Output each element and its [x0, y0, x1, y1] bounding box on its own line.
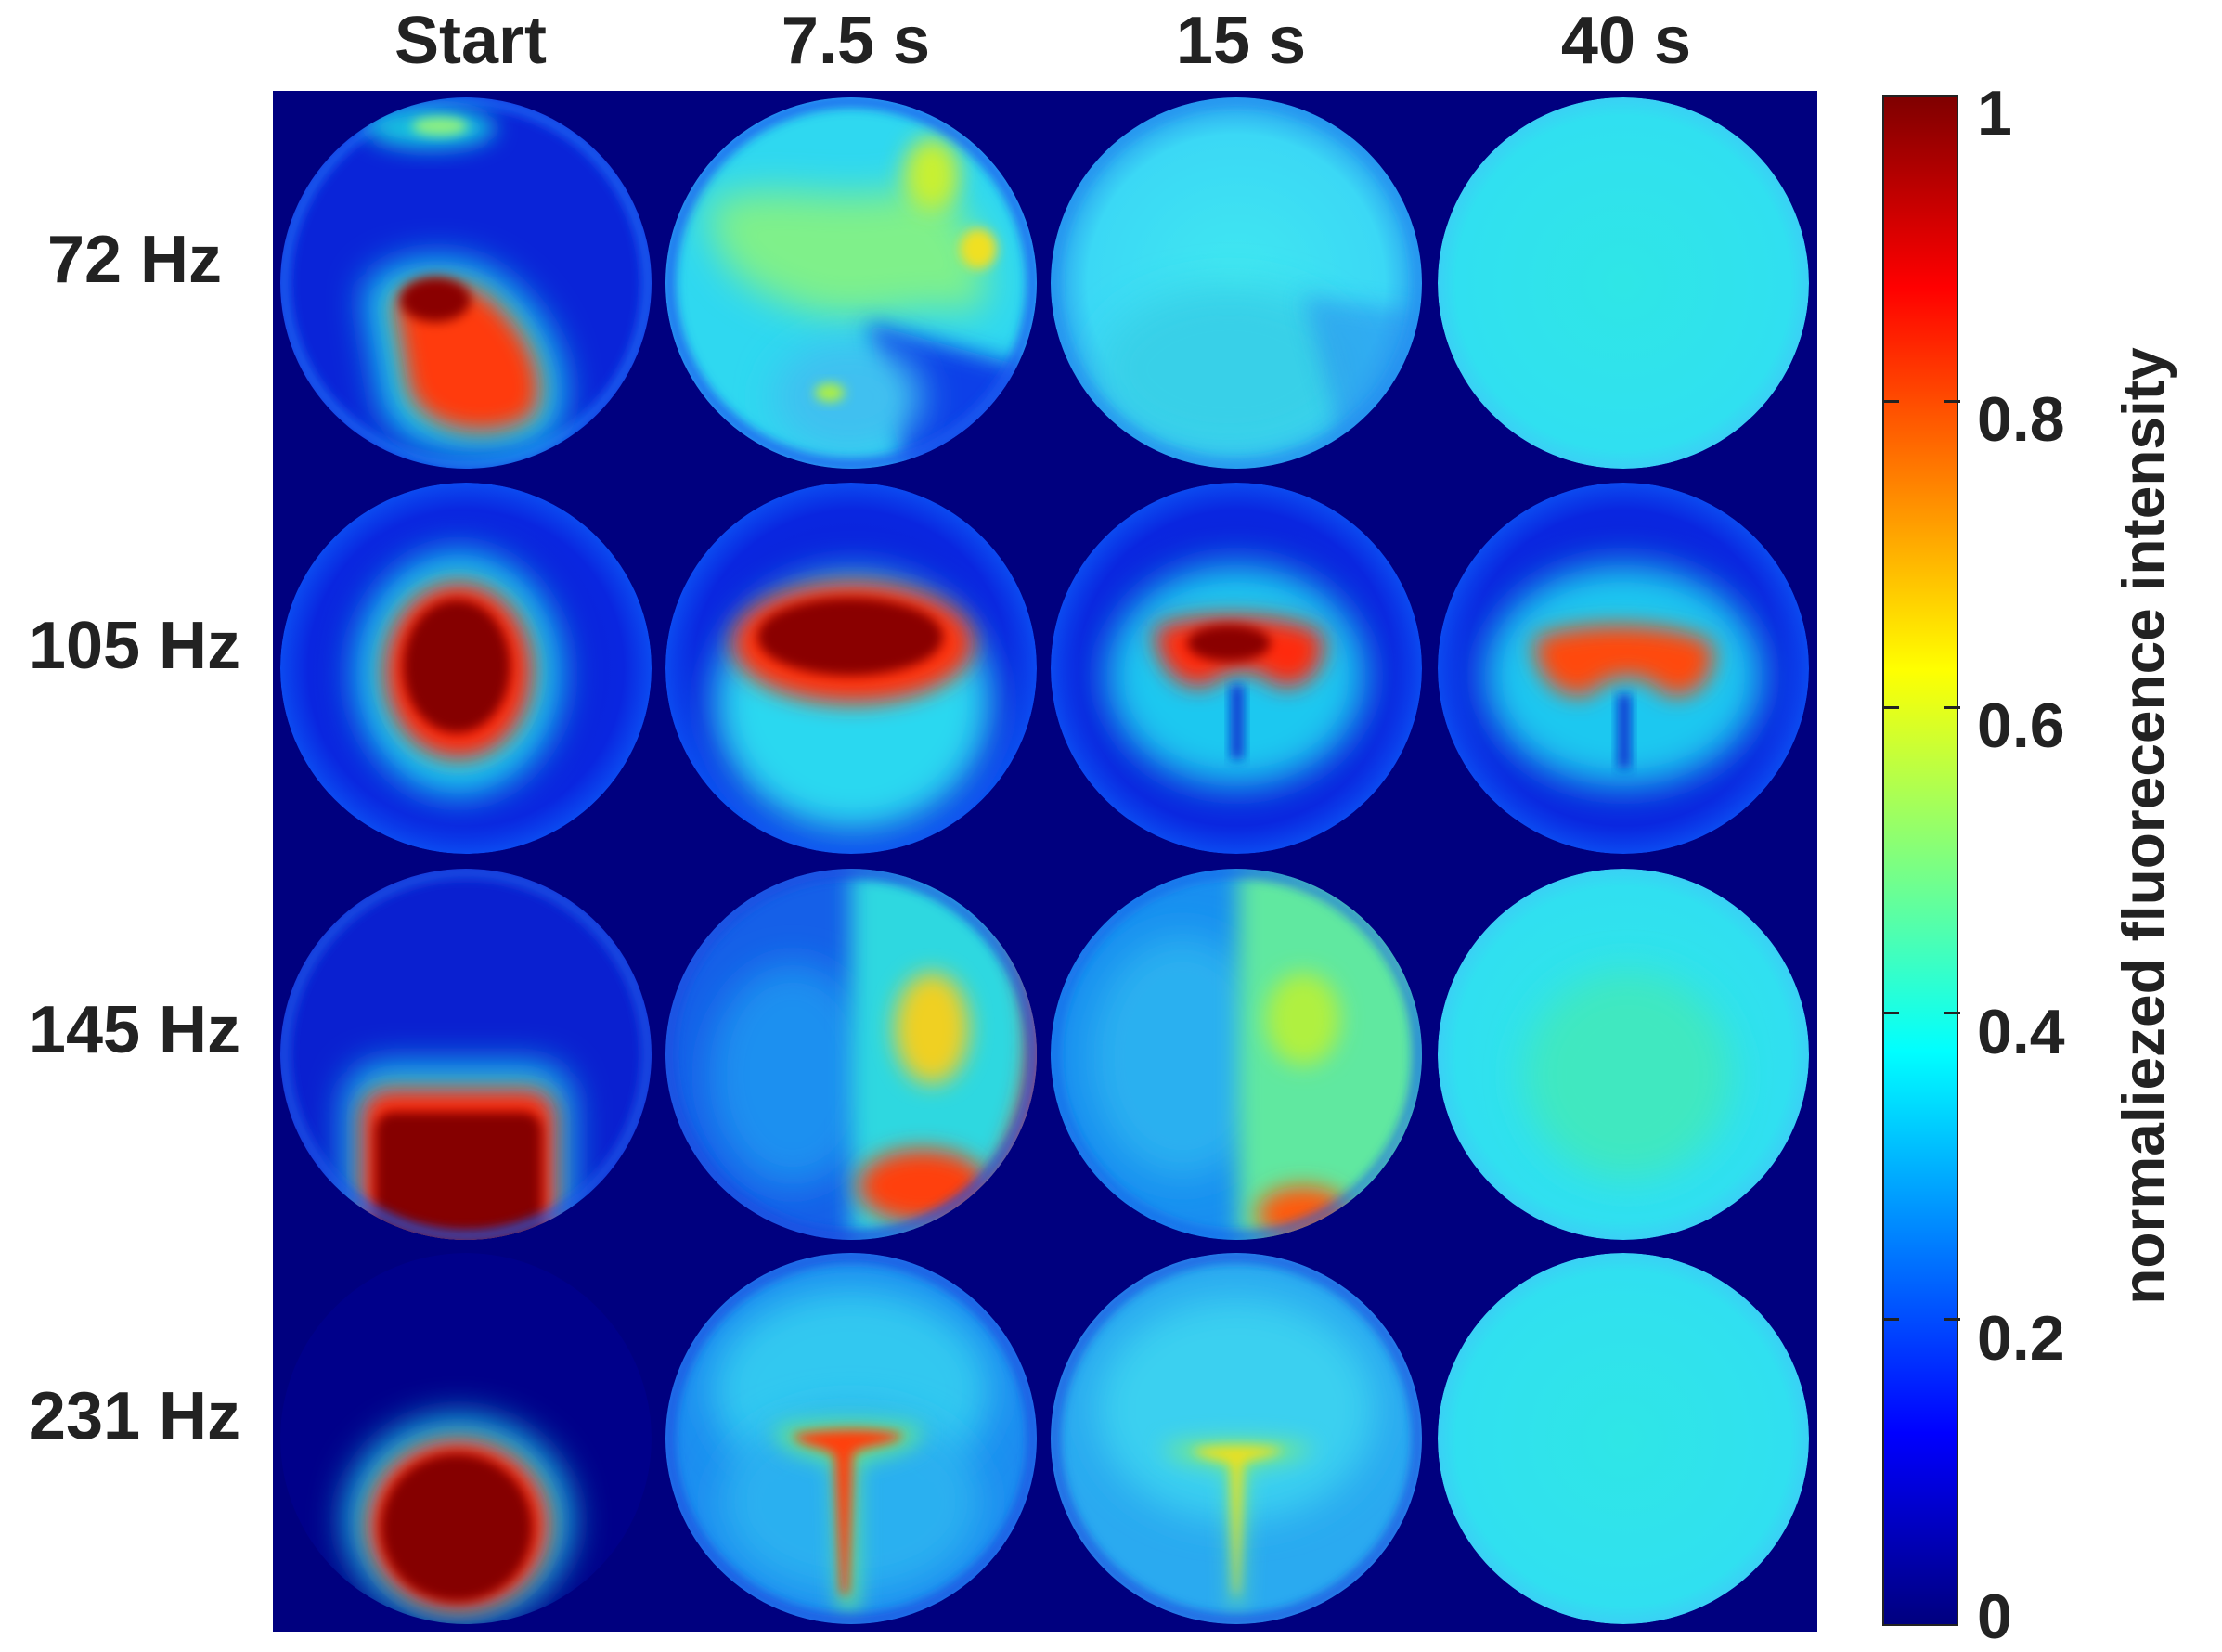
row-label-145hz: 145 Hz — [28, 993, 241, 1067]
colorbar-tick-mark — [1944, 400, 1960, 404]
colorbar-tick-0-4: 0.4 — [1977, 997, 2065, 1067]
colorbar-tick-0-6: 0.6 — [1977, 690, 2065, 761]
column-label-start: Start — [394, 4, 548, 78]
colorbar-tick-0-2: 0.2 — [1977, 1303, 2065, 1374]
colorbar-title-wrap: normaliezed fluorecence intensity — [2088, 0, 2200, 1651]
image-72hz-7-5s — [665, 97, 1037, 469]
image-72hz-15s — [1051, 97, 1422, 469]
image-145hz-start — [280, 869, 652, 1240]
image-231hz-7-5s — [665, 1253, 1037, 1624]
colorbar-tick-mark — [1882, 400, 1899, 404]
colorbar-tick-1: 1 — [1977, 78, 2012, 148]
colorbar-tick-mark — [1944, 705, 1960, 709]
colorbar — [1882, 95, 1958, 1626]
row-label-72hz: 72 Hz — [46, 223, 223, 297]
colorbar-tick-mark — [1882, 705, 1899, 709]
colorbar-tick-mark — [1882, 1317, 1899, 1321]
colorbar-tick-mark — [1944, 1317, 1960, 1321]
colorbar-tick-mark — [1882, 1012, 1899, 1015]
image-231hz-15s — [1051, 1253, 1422, 1624]
image-231hz-start — [280, 1253, 652, 1624]
column-label-15s: 15 s — [1175, 4, 1307, 78]
column-label-7-5s: 7.5 s — [781, 4, 931, 78]
fluorescence-image-grid — [273, 91, 1817, 1632]
image-72hz-start — [280, 97, 652, 469]
colorbar-title: normaliezed fluorecence intensity — [2111, 346, 2177, 1305]
image-72hz-40s — [1438, 97, 1809, 469]
image-105hz-start — [280, 483, 652, 854]
column-label-40s: 40 s — [1560, 4, 1692, 78]
image-145hz-15s — [1051, 869, 1422, 1240]
row-label-105hz: 105 Hz — [28, 609, 241, 683]
image-231hz-40s — [1438, 1253, 1809, 1624]
image-145hz-40s — [1438, 869, 1809, 1240]
colorbar-tick-0-8: 0.8 — [1977, 384, 2065, 455]
image-105hz-15s — [1051, 483, 1422, 854]
image-105hz-7-5s — [665, 483, 1037, 854]
image-105hz-40s — [1438, 483, 1809, 854]
row-label-231hz: 231 Hz — [28, 1379, 241, 1453]
colorbar-tick-mark — [1944, 1012, 1960, 1015]
colorbar-tick-0: 0 — [1977, 1581, 2012, 1652]
